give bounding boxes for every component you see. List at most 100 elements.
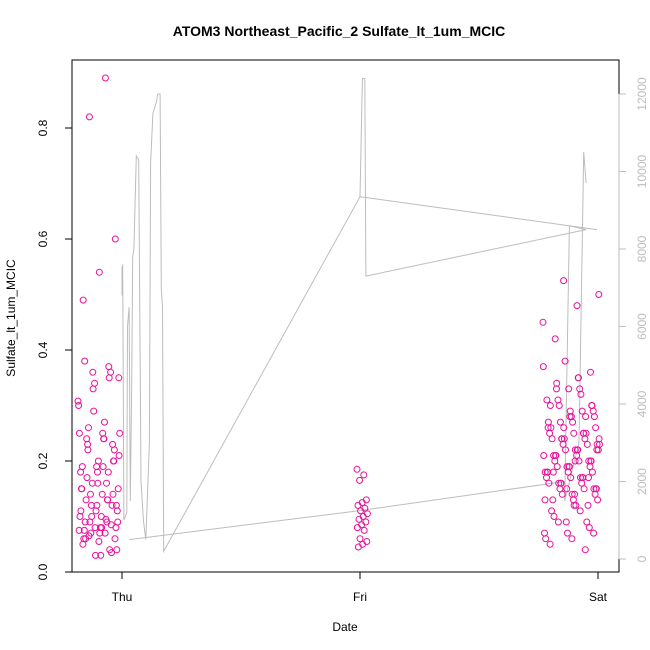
data-point-sat-117 [557, 479, 565, 487]
data-point-thu-15 [85, 113, 93, 121]
data-point-sat-20 [560, 277, 568, 285]
data-point-thu-31 [81, 357, 89, 365]
data-point-thu-55 [116, 429, 124, 437]
data-point-thu-65 [81, 518, 89, 526]
data-point-thu-13 [75, 429, 83, 437]
data-point-sat-100 [585, 457, 593, 465]
data-point-sat-19 [581, 546, 589, 554]
data-point-thu-86 [80, 526, 88, 534]
data-point-sat-46 [564, 529, 571, 537]
data-point-sat-44 [550, 513, 558, 520]
y2-tick-label-1: 2000 [635, 468, 649, 495]
data-point-thu-44 [82, 496, 90, 504]
data-point-sat-36 [553, 463, 561, 471]
data-point-fri-18 [354, 543, 362, 551]
data-point-sat-31 [548, 435, 556, 443]
altitude-series-line [121, 78, 597, 554]
data-point-fri-2 [356, 476, 364, 484]
data-point-thu-0 [74, 397, 82, 405]
data-point-sat-15 [554, 518, 562, 526]
data-point-thu-54 [90, 407, 98, 415]
data-point-thu-40 [104, 468, 112, 476]
y2-tick-label-5: 10000 [635, 154, 649, 188]
sulfate-series-points [74, 74, 603, 559]
data-point-thu-84 [112, 501, 120, 509]
data-point-sat-87 [583, 518, 591, 526]
data-point-sat-102 [541, 468, 549, 476]
data-point-thu-53 [106, 546, 114, 554]
data-point-sat-42 [594, 496, 602, 504]
x-tick-label-sat: Sat [589, 590, 608, 604]
y-axis-right: 0 2000 4000 6000 8000 10000 12000 [618, 77, 649, 562]
data-point-thu-47 [76, 513, 84, 520]
data-point-sat-96 [558, 435, 566, 443]
data-point-sat-90 [575, 374, 582, 382]
data-point-sat-70 [554, 396, 562, 404]
data-point-sat-99 [550, 452, 558, 459]
y2-tick-label-3: 6000 [635, 313, 649, 340]
y-axis-label: Sulfate_lt_1um_MCIC [4, 259, 18, 377]
y-tick-label-3: 0.6 [36, 230, 50, 247]
data-point-sat-104 [555, 479, 563, 487]
data-point-sat-39 [545, 479, 553, 487]
data-point-sat-30 [570, 429, 578, 437]
data-point-sat-113 [587, 457, 595, 465]
y2-tick-label-2: 4000 [635, 390, 649, 417]
data-point-sat-32 [583, 440, 591, 448]
data-point-sat-17 [568, 535, 576, 543]
data-point-sat-110 [595, 435, 603, 443]
data-point-thu-75 [89, 368, 97, 376]
data-point-fri-7 [357, 507, 365, 515]
data-point-thu-82 [103, 479, 110, 487]
data-point-thu-81 [77, 468, 85, 476]
data-point-sat-0 [539, 318, 547, 326]
y-tick-label-2: 0.4 [36, 341, 50, 358]
data-point-sat-93 [566, 407, 574, 415]
data-point-sat-69 [576, 385, 584, 393]
data-point-thu-17 [95, 268, 103, 276]
data-point-fri-0 [353, 465, 361, 473]
data-point-sat-34 [540, 452, 548, 459]
data-point-sat-114 [565, 463, 573, 471]
data-point-sat-73 [546, 429, 554, 437]
data-point-thu-76 [115, 374, 123, 382]
data-point-thu-66 [107, 521, 115, 529]
data-point-sat-18 [546, 540, 554, 548]
data-point-sat-91 [553, 379, 561, 387]
data-point-sat-26 [543, 396, 551, 404]
altitude-connector-1 [359, 196, 597, 231]
data-point-thu-41 [88, 479, 96, 487]
data-point-sat-118 [592, 485, 600, 493]
data-point-thu-73 [79, 540, 87, 548]
data-point-fri-10 [355, 515, 363, 523]
data-point-thu-49 [86, 518, 94, 526]
data-point-thu-79 [109, 440, 117, 448]
data-point-sat-103 [577, 474, 584, 482]
data-point-thu-34 [75, 402, 83, 409]
data-point-thu-45 [108, 501, 116, 509]
data-point-thu-64 [97, 513, 105, 520]
data-point-sat-98 [571, 446, 579, 454]
y2-tick-label-4: 8000 [635, 235, 649, 262]
data-point-thu-23 [83, 474, 91, 482]
data-point-sat-40 [580, 485, 588, 493]
data-point-thu-46 [92, 507, 100, 515]
data-point-fri-14 [360, 526, 368, 534]
data-point-thu-29 [113, 546, 121, 554]
data-point-sat-106 [568, 490, 576, 498]
data-point-sat-21 [595, 291, 603, 298]
data-point-sat-45 [585, 524, 593, 532]
data-point-fri-13 [353, 524, 361, 532]
data-point-sat-67 [562, 518, 570, 526]
altitude-connector-0 [129, 481, 565, 541]
data-point-sat-25 [565, 385, 573, 393]
data-point-thu-30 [97, 551, 105, 559]
data-point-thu-60 [77, 485, 85, 493]
data-point-sat-112 [552, 452, 559, 459]
data-point-sat-88 [561, 357, 569, 365]
data-point-fri-1 [360, 471, 368, 479]
data-point-thu-62 [87, 501, 95, 509]
data-point-sat-94 [544, 418, 552, 426]
